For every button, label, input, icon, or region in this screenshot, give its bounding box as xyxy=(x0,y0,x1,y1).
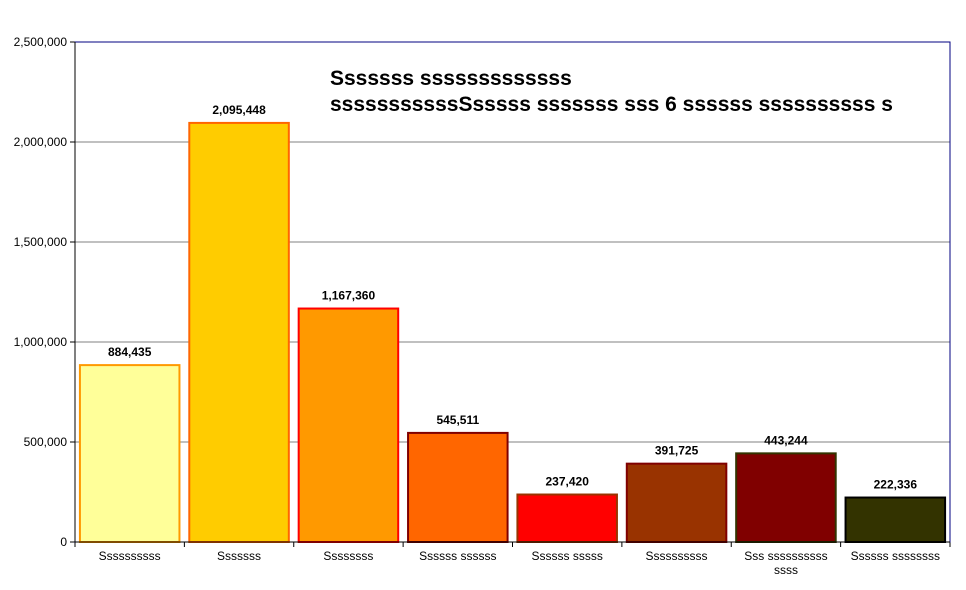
category-label-line: Ssssss ssssssss xyxy=(851,549,940,563)
y-tick-label: 500,000 xyxy=(24,435,68,449)
category-label-line: Ssssssss xyxy=(323,549,373,563)
y-tick-label: 2,500,000 xyxy=(14,35,68,49)
bar xyxy=(188,121,290,543)
category-label: Ssssss ssssssss xyxy=(851,549,940,563)
category-label-line: Sssssss xyxy=(217,549,261,563)
data-label: 443,244 xyxy=(764,433,808,447)
data-labels: 884,435 2,095,448 1,167,360 545,511 237,420 3… xyxy=(108,103,917,492)
category-label-line: Ssssssssss xyxy=(646,549,708,563)
y-tick-label: 1,500,000 xyxy=(14,235,68,249)
category-label-line: Ssssss ssssss xyxy=(419,549,496,563)
bars xyxy=(78,121,947,544)
y-tick-label: 2,000,000 xyxy=(14,135,68,149)
x-axis-categories: Ssssssssss Sssssss Ssssssss Ssssss ssssss Ss… xyxy=(74,542,951,577)
data-label: 545,511 xyxy=(436,413,479,427)
category-label: Ssssssss xyxy=(323,549,373,563)
category-label-line: Ssssss sssss xyxy=(532,549,603,563)
chart-title-line-1: Sssssss sssssssssssss xyxy=(330,67,572,90)
bar xyxy=(78,364,181,543)
y-tick-label: 0 xyxy=(60,535,67,549)
data-label: 1,167,360 xyxy=(322,289,376,303)
bar xyxy=(844,496,947,544)
bar xyxy=(297,307,400,544)
bar xyxy=(516,493,618,543)
category-label: Sss ssssssssss ssss xyxy=(744,549,827,577)
category-label-line: Sss ssssssssss xyxy=(744,549,827,563)
data-label: 884,435 xyxy=(108,345,152,359)
chart-title: Sssssss sssssssssssss sssssssssssSsssss … xyxy=(330,66,966,118)
category-label: Ssssss ssssss xyxy=(419,549,496,563)
data-label: 2,095,448 xyxy=(212,103,266,117)
bar xyxy=(625,462,728,543)
category-label: Ssssssssss xyxy=(99,549,161,563)
chart-title-line-2: sssssssssssSsssss sssssss sss 6 ssssss s… xyxy=(330,93,893,116)
data-label: 237,420 xyxy=(545,475,589,489)
category-label: Ssssss sssss xyxy=(532,549,603,563)
data-label: 391,725 xyxy=(655,444,699,458)
category-label: Ssssssssss xyxy=(646,549,708,563)
bar xyxy=(735,452,837,543)
category-label-line: Ssssssssss xyxy=(99,549,161,563)
y-axis-ticks: 0 500,000 1,000,000 1,500,000 2,000,000 2,500… xyxy=(14,35,75,549)
bar xyxy=(407,431,509,543)
category-label-line: ssss xyxy=(774,563,798,577)
data-label: 222,336 xyxy=(874,478,918,492)
category-label: Sssssss xyxy=(217,549,261,563)
y-tick-label: 1,000,000 xyxy=(14,335,68,349)
